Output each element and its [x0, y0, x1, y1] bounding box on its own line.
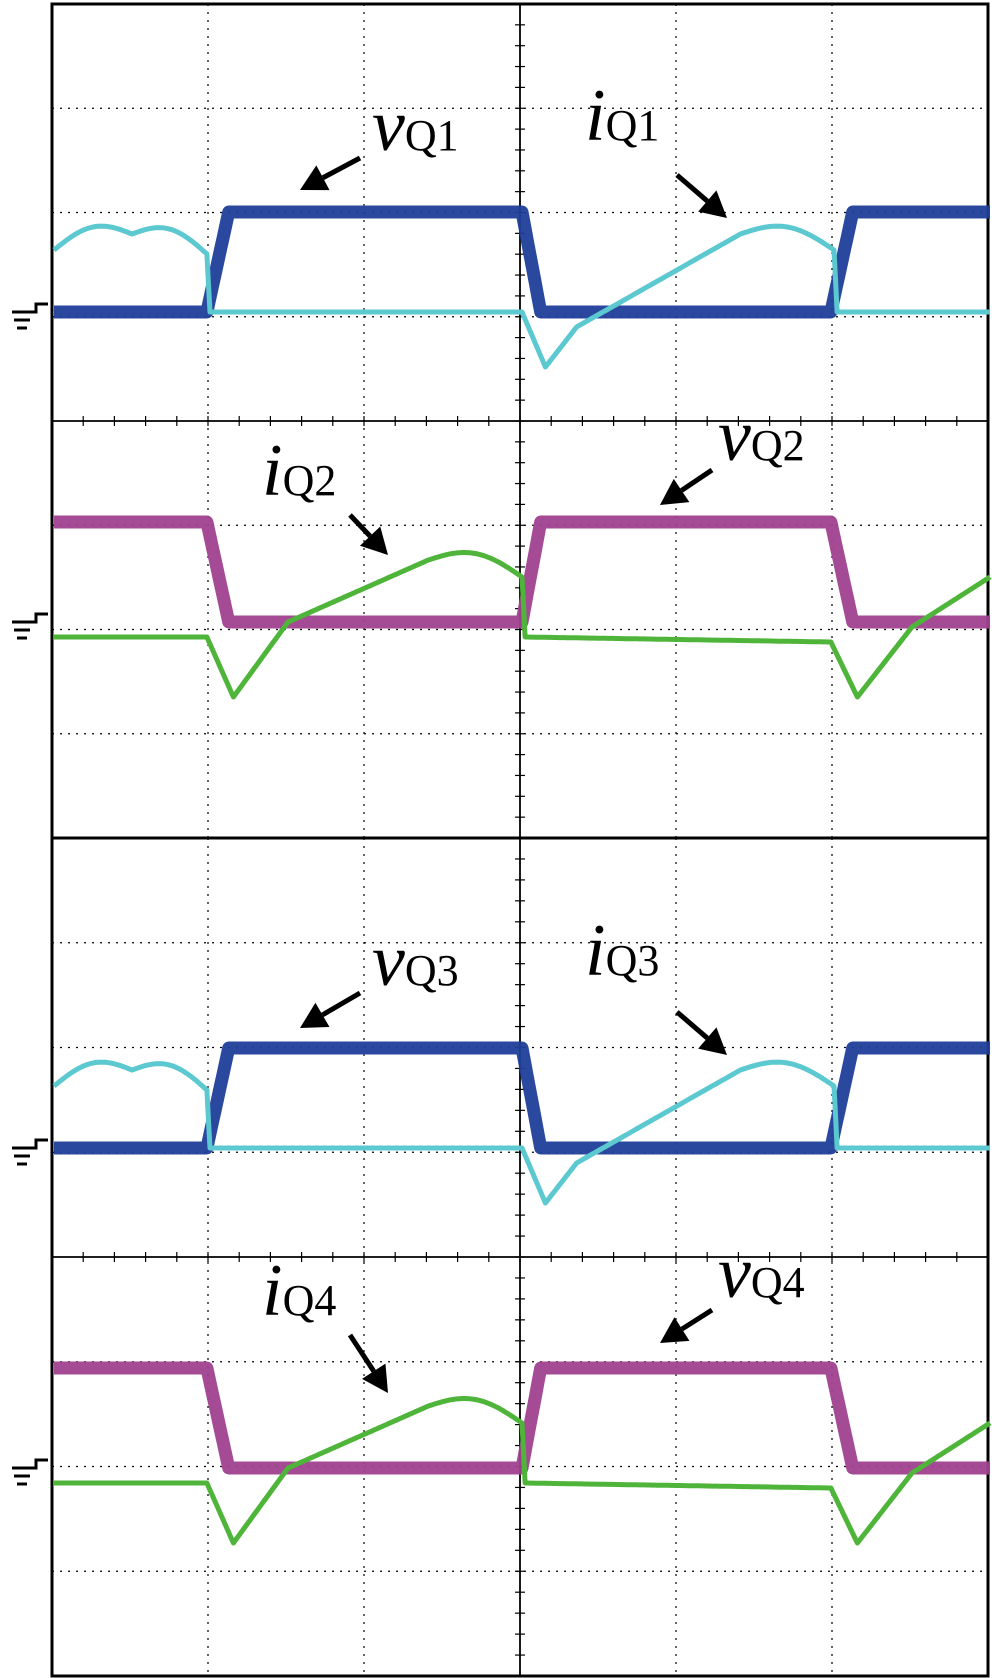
label-subscript: Q2: [283, 456, 337, 505]
label-subscript: Q2: [751, 421, 805, 470]
label-symbol: i: [262, 430, 283, 512]
signal-label-vq1: vQ1: [372, 85, 459, 167]
signal-label-iq3: iQ3: [585, 910, 659, 992]
label-symbol: v: [718, 1232, 751, 1314]
label-subscript: Q4: [751, 1258, 805, 1307]
ground-symbol-icon: [12, 612, 48, 640]
arrow-head-icon: [362, 1363, 388, 1393]
label-symbol: i: [585, 75, 606, 157]
ground-markers: [12, 302, 48, 1486]
ground-symbol-icon: [12, 1138, 48, 1166]
scope-screen-top: [50, 2, 990, 840]
annotation-arrow: [348, 513, 372, 538]
ground-symbol-icon: [12, 1458, 48, 1486]
signal-label-iq1: iQ1: [585, 75, 659, 157]
arrow-head-icon: [359, 526, 388, 555]
signal-label-vq3: vQ3: [372, 920, 459, 1002]
label-subscript: Q4: [283, 1276, 337, 1325]
trace-iq2: [54, 550, 992, 700]
annotation-arrow: [321, 155, 362, 180]
arrow-head-icon: [698, 1027, 727, 1055]
annotation-arrow: [680, 1307, 714, 1332]
signal-label-vq4: vQ4: [718, 1232, 805, 1314]
label-symbol: v: [718, 395, 751, 477]
ground-symbol-icon: [12, 302, 48, 330]
label-subscript: Q3: [606, 936, 660, 985]
label-subscript: Q3: [405, 946, 459, 995]
signal-label-vq2: vQ2: [718, 395, 805, 477]
arrow-head-icon: [300, 165, 330, 191]
label-subscript: Q1: [405, 111, 459, 160]
label-symbol: v: [372, 85, 405, 167]
trace-iq3: [52, 1059, 990, 1206]
annotation-arrow: [321, 990, 362, 1018]
label-symbol: i: [262, 1250, 283, 1332]
label-symbol: v: [372, 920, 405, 1002]
annotation-arrow: [675, 173, 709, 203]
arrow-head-icon: [300, 1002, 330, 1028]
arrow-head-icon: [698, 190, 727, 218]
annotation-arrow: [675, 1010, 709, 1040]
scope-frame: [50, 836, 990, 1678]
arrow-head-icon: [660, 1317, 690, 1343]
trace-iq1: [52, 223, 990, 370]
signal-label-iq4: iQ4: [262, 1250, 336, 1332]
arrow-head-icon: [660, 478, 690, 505]
label-subscript: Q1: [606, 101, 660, 150]
annotation-arrow: [680, 467, 714, 493]
label-symbol: i: [585, 910, 606, 992]
signal-label-iq2: iQ2: [262, 430, 336, 512]
trace-iq4: [54, 1396, 992, 1546]
waveform-traces: [50, 205, 992, 1546]
annotation-arrow: [347, 1333, 376, 1373]
